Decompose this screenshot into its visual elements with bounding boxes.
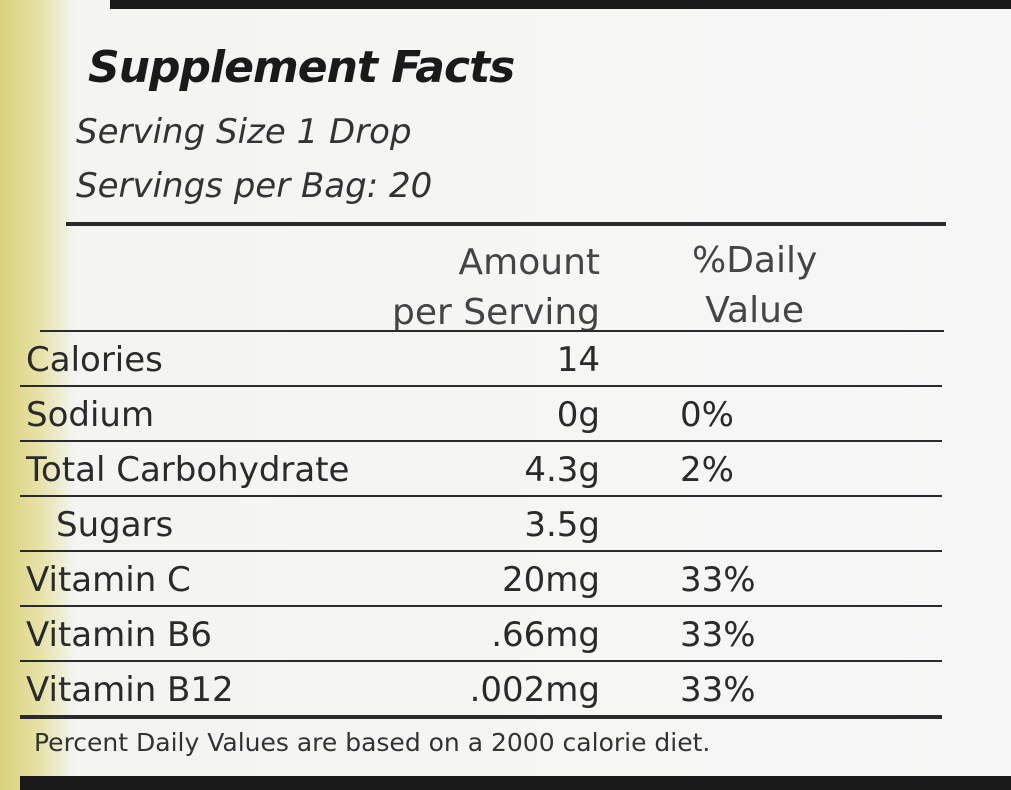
name: Sodium [26, 395, 155, 435]
header-line: Value [705, 290, 805, 331]
name: Total Carbohydrate [26, 450, 350, 490]
daily-value: 0% [680, 395, 734, 435]
amount: 20mg [502, 560, 600, 600]
name: Sugars [56, 505, 174, 545]
servings-per-bag: Servings per Bag: 20 [76, 166, 433, 206]
table-row: Calories 14 [20, 332, 942, 387]
amount: .002mg [469, 670, 600, 710]
title: Supplement Facts [88, 42, 515, 93]
table-row: Sugars 3.5g [20, 497, 942, 552]
table-row: Vitamin B6 .66mg 33% [20, 607, 942, 662]
top-bar [110, 0, 1011, 9]
daily-value: 2% [680, 450, 734, 490]
amount: 4.3g [524, 450, 600, 490]
name: Vitamin C [26, 560, 191, 600]
rule [40, 330, 944, 332]
name: Vitamin B6 [26, 615, 213, 655]
table-row: Sodium 0g 0% [20, 387, 942, 442]
header-line: per Serving [391, 292, 600, 333]
daily-value: 33% [680, 670, 756, 710]
header-line: Amount [458, 242, 600, 283]
amount: 14 [556, 340, 600, 380]
daily-value: 33% [680, 560, 756, 600]
table-row: Vitamin B12 .002mg 33% [20, 662, 942, 719]
name: Calories [26, 340, 163, 380]
header-line: %Daily [692, 240, 818, 281]
daily-value: 33% [680, 615, 756, 655]
footnote: Percent Daily Values are based on a 2000… [34, 728, 711, 757]
amount: 3.5g [524, 505, 600, 545]
name: Vitamin B12 [26, 670, 234, 710]
bottom-bar [20, 776, 1011, 790]
rule [66, 222, 946, 226]
table-row: Total Carbohydrate 4.3g 2% [20, 442, 942, 497]
dv-header: %Daily Value [692, 236, 817, 336]
table-row: Vitamin C 20mg 33% [20, 552, 942, 607]
amount: .66mg [491, 615, 600, 655]
amount: 0g [556, 395, 600, 435]
serving-size: Serving Size 1 Drop [76, 112, 412, 152]
amount-header: Amount per Serving [392, 238, 600, 338]
